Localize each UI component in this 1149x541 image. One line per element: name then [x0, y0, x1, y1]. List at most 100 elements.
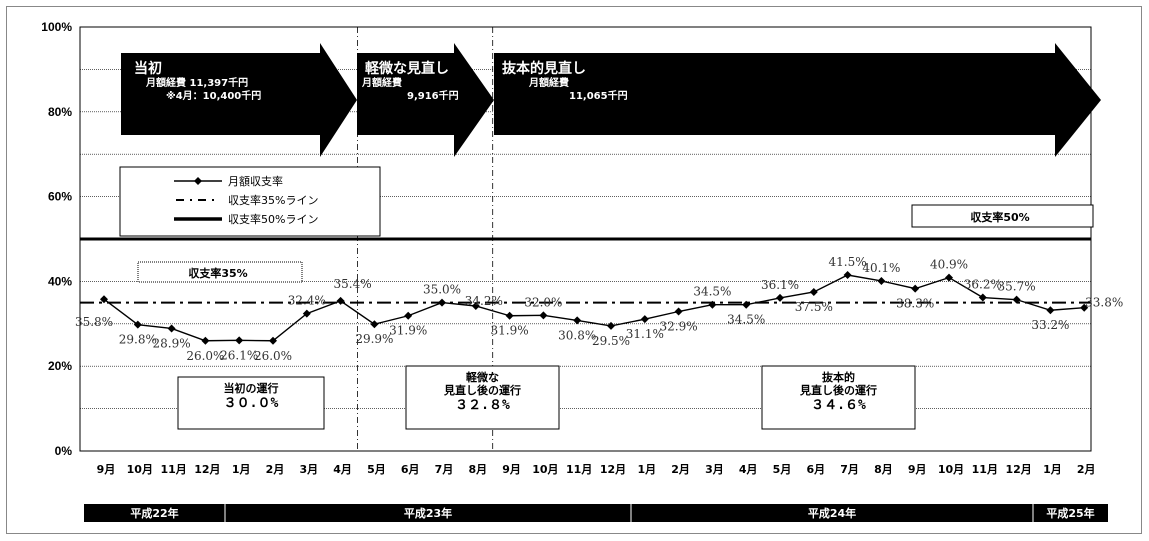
era-label: 平成25年	[1046, 506, 1094, 520]
data-point	[336, 296, 345, 305]
data-label: 37.5%	[795, 300, 833, 314]
data-label: 34.5%	[727, 313, 765, 327]
era-label: 平成23年	[404, 506, 452, 520]
data-label: 31.9%	[389, 324, 427, 338]
data-label: 32.0%	[524, 295, 562, 309]
phase-arrow	[121, 43, 357, 157]
phase-note: 9,916千円	[407, 89, 459, 102]
data-label: 41.5%	[829, 255, 867, 269]
x-tick-label: 6月	[401, 463, 420, 476]
data-point	[877, 276, 886, 285]
y-tick-label: 40%	[48, 274, 72, 288]
phase-title: 抜本的見直し	[502, 60, 586, 77]
data-label: 29.9%	[355, 332, 393, 346]
data-point	[471, 301, 480, 310]
data-point	[1012, 295, 1021, 304]
data-label: 28.9%	[153, 336, 191, 350]
y-tick-label: 20%	[48, 359, 72, 373]
phase-arrow	[494, 43, 1101, 157]
data-label: 40.1%	[862, 261, 900, 275]
x-tick-label: 1月	[637, 463, 656, 476]
data-point	[945, 273, 953, 282]
data-point	[505, 311, 514, 320]
y-tick-label: 100%	[41, 20, 72, 34]
data-label: 33.2%	[1031, 318, 1069, 332]
period-label: 抜本的	[822, 370, 855, 384]
x-tick-label: 10月	[938, 463, 964, 476]
x-tick-label: 7月	[435, 463, 454, 476]
data-label: 35.0%	[423, 283, 461, 297]
phase-note: ※4月：10,400千円	[166, 89, 261, 102]
x-tick-label: 10月	[127, 463, 153, 476]
data-point	[100, 295, 108, 304]
line35-label: 収支率35%	[188, 266, 247, 280]
x-tick-label: 4月	[739, 463, 758, 476]
x-tick-label: 10月	[532, 463, 558, 476]
data-label: 30.8%	[558, 328, 596, 342]
x-tick-label: 11月	[566, 463, 592, 476]
x-tick-label: 5月	[773, 463, 792, 476]
data-label: 29.8%	[119, 333, 157, 347]
data-point	[573, 316, 582, 325]
era-label: 平成22年	[130, 506, 178, 520]
x-tick-label: 9月	[908, 463, 927, 476]
data-label: 33.8%	[1085, 296, 1123, 310]
x-tick-label: 8月	[468, 463, 487, 476]
period-box	[405, 365, 560, 430]
period-label: 当初の運行	[224, 381, 279, 395]
data-label: 35.4%	[334, 277, 372, 291]
data-point	[809, 288, 818, 296]
data-point	[539, 311, 548, 320]
period-label: 軽微な	[466, 370, 499, 384]
period-percentage: ３４.６%	[811, 398, 866, 413]
data-point	[370, 320, 379, 329]
legend-label: 収支率50%ライン	[228, 212, 318, 226]
y-tick-label: 60%	[48, 190, 72, 204]
x-tick-label: 2月	[266, 463, 285, 476]
x-tick-label: 11月	[160, 463, 186, 476]
chart-frame	[6, 6, 1142, 534]
data-label: 26.0%	[186, 349, 224, 363]
period-percentage: ３２.８%	[455, 398, 510, 413]
data-label: 36.2%	[964, 278, 1002, 292]
data-label: 35.8%	[75, 315, 113, 329]
data-point	[235, 336, 244, 345]
data-point	[742, 300, 751, 309]
legend-swatch-marker	[194, 177, 202, 185]
legend	[119, 166, 381, 237]
x-tick-label: 1月	[1043, 463, 1062, 476]
era-band	[631, 504, 1033, 522]
y-tick-label: 80%	[48, 105, 72, 119]
x-tick-label: 8月	[874, 463, 893, 476]
phase-note: 月額経費 11,397千円	[145, 76, 248, 89]
data-label: 31.9%	[491, 324, 529, 338]
x-tick-label: 11月	[972, 463, 998, 476]
x-tick-label: 4月	[333, 463, 352, 476]
data-label: 32.9%	[660, 320, 698, 334]
x-tick-label: 2月	[1077, 463, 1096, 476]
data-point	[674, 307, 683, 316]
x-tick-label: 12月	[1005, 463, 1031, 476]
data-point	[640, 315, 649, 324]
data-label: 29.5%	[592, 334, 630, 348]
data-label: 40.9%	[930, 258, 968, 272]
phase-note: 11,065千円	[569, 89, 628, 102]
x-tick-label: 7月	[840, 463, 859, 476]
data-label: 31.1%	[626, 327, 664, 341]
phase-arrow	[357, 43, 494, 157]
data-point	[438, 298, 446, 307]
data-label: 36.1%	[761, 278, 799, 292]
era-label: 平成24年	[808, 506, 856, 520]
data-point	[1046, 306, 1055, 315]
x-tick-label: 12月	[600, 463, 626, 476]
era-band	[1033, 504, 1108, 522]
data-point	[978, 293, 987, 302]
data-point	[776, 293, 784, 302]
x-tick-label: 12月	[194, 463, 220, 476]
data-point	[302, 309, 311, 318]
x-tick-label: 2月	[671, 463, 690, 476]
legend-label: 月額収支率	[228, 174, 283, 188]
x-tick-label: 9月	[502, 463, 521, 476]
phase-note: 月額経費	[528, 76, 569, 89]
era-band	[225, 504, 631, 522]
